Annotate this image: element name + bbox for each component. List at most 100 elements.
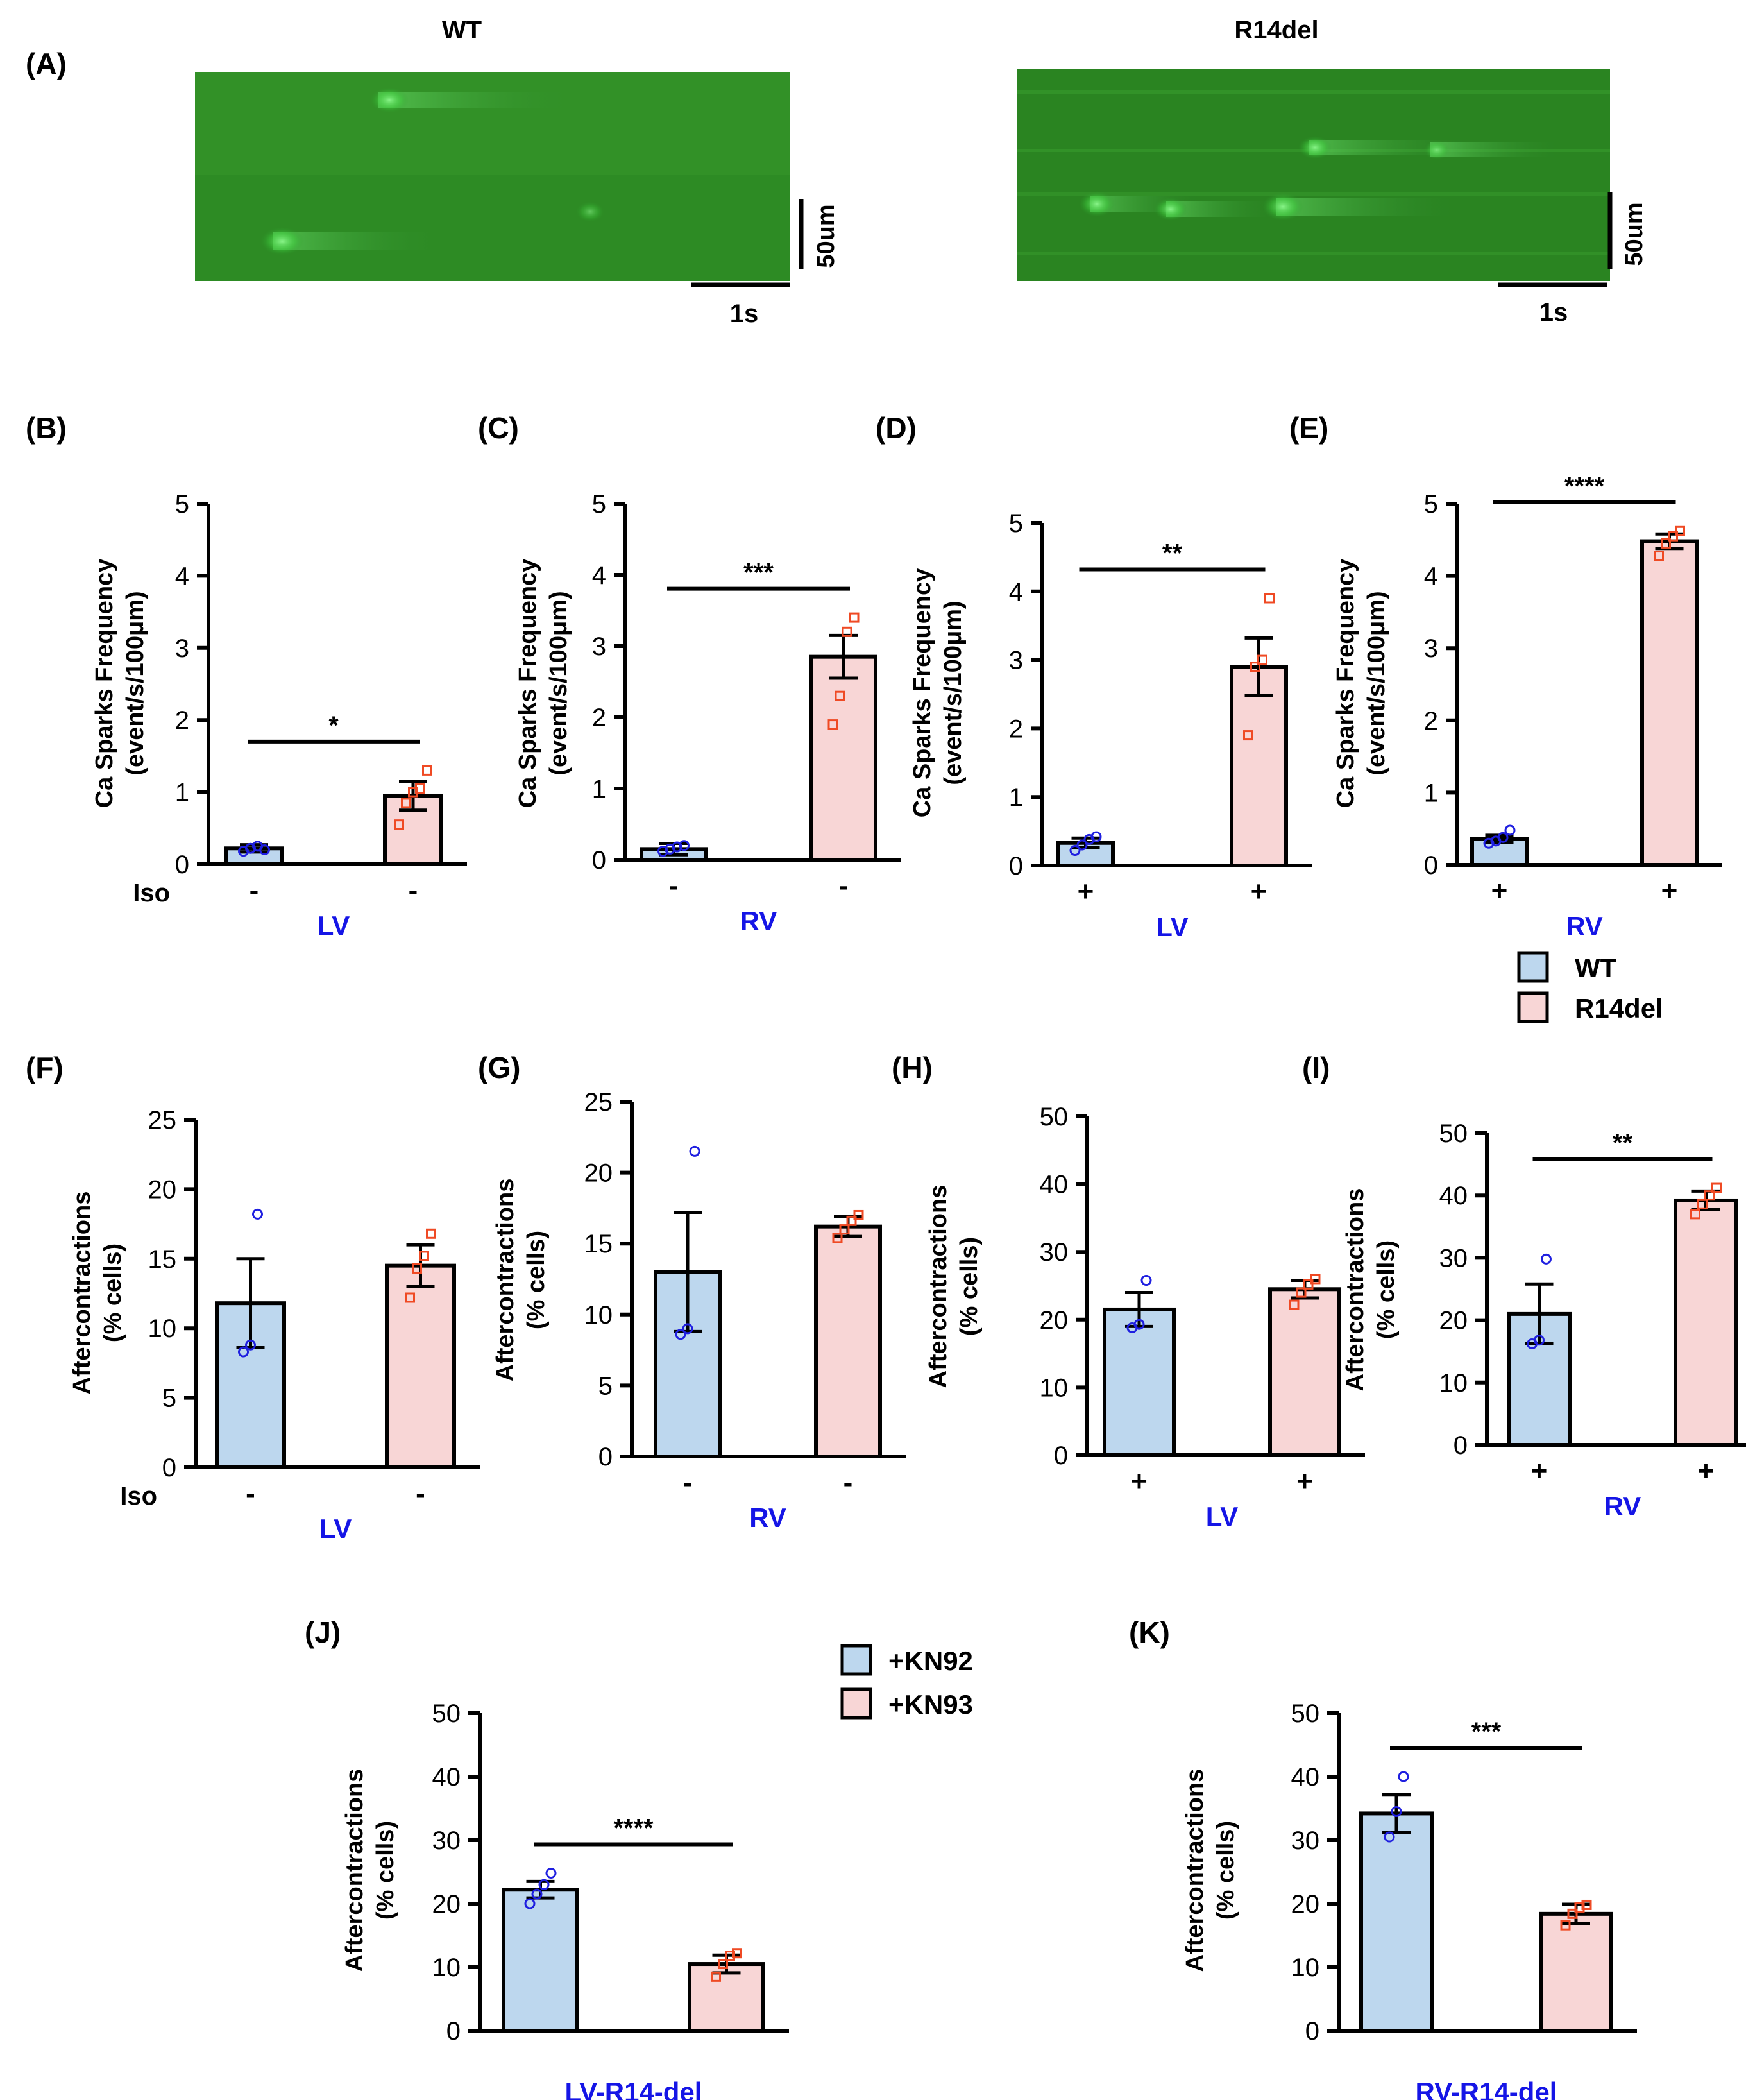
y-tick-label: 0: [175, 851, 189, 879]
data-point: [1654, 551, 1664, 561]
y-axis-label-line: Ca Sparks Frequency: [91, 559, 118, 808]
space-scale-label: 50um: [813, 204, 840, 268]
data-point: [1675, 525, 1685, 536]
y-axis-label-line: Ca Sparks Frequency: [909, 568, 936, 818]
data-point: [665, 843, 675, 855]
y-tick-label: 30: [1439, 1244, 1468, 1272]
calcium-spark: [1424, 141, 1450, 160]
x-category-label: +: [1296, 1465, 1313, 1497]
x-category-label: -: [669, 870, 679, 901]
data-point: [401, 798, 411, 808]
x-category-label: -: [683, 1467, 693, 1498]
data-point: [1560, 1920, 1571, 1931]
y-tick-label: 1: [1009, 783, 1023, 812]
y-axis-label-line: (% cells): [523, 1231, 550, 1329]
significance-marker: ***: [1390, 1718, 1582, 1750]
data-point: [711, 1971, 721, 1982]
data-point: [1243, 730, 1253, 741]
data-point: [412, 1263, 422, 1274]
bar-kn92: [502, 1888, 579, 2033]
data-point: [672, 841, 682, 853]
data-point: [842, 626, 852, 637]
significance-marker: **: [1079, 539, 1266, 572]
chart-f: (F) Aftercontractions (% cells) 0 5 10 15 20 25 -…: [26, 1051, 480, 1544]
y-axis-label-line: Aftercontractions: [1182, 1769, 1208, 1972]
y-axis-label: Ca Sparks Frequency (event/s/100μm): [1332, 559, 1390, 808]
bar-wt: [1103, 1307, 1176, 1457]
y-axis-label-line: (% cells): [956, 1237, 983, 1336]
data-point: [422, 765, 432, 776]
data-point: [853, 1209, 864, 1220]
y-tick-label: 0: [598, 1443, 613, 1471]
data-point: [1483, 837, 1495, 849]
y-tick-label: 10: [148, 1315, 177, 1343]
data-point: [832, 1233, 843, 1243]
legend-swatch-wt: [1517, 951, 1549, 983]
y-tick-label: 40: [1040, 1171, 1069, 1199]
y-axis-label-line: Aftercontractions: [69, 1191, 96, 1395]
bar-r14del: [385, 1263, 456, 1469]
legend-drug: +KN92 +KN93: [840, 1644, 973, 1720]
y-tick-label: 50: [1040, 1103, 1069, 1131]
image-title-wt: WT: [442, 16, 482, 44]
panel-label-e: (E): [1289, 411, 1328, 445]
significance-label: **: [1613, 1129, 1633, 1157]
bar-r14del: [814, 1224, 882, 1458]
y-axis-label: Ca Sparks Frequency (event/s/100μm): [909, 568, 967, 818]
y-axis-label: Aftercontractions (% cells): [492, 1179, 550, 1382]
data-point: [1140, 1275, 1152, 1286]
y-tick-label: 0: [162, 1454, 176, 1482]
x-category-label: -: [839, 870, 849, 901]
data-point: [1303, 1279, 1314, 1290]
y-tick-label: 30: [1040, 1238, 1069, 1267]
y-axis-label: Ca Sparks Frequency (event/s/100μm): [514, 559, 572, 808]
significance-marker: ****: [1493, 472, 1676, 504]
panel-a: (A) WT 50um 1s R14del: [26, 16, 1648, 328]
y-axis-label-line: (% cells): [99, 1243, 126, 1342]
x-category-label: +: [1251, 876, 1267, 907]
data-point: [415, 783, 425, 794]
data-point: [545, 1867, 557, 1879]
data-point: [1133, 1319, 1145, 1330]
bar-r14del: [1268, 1287, 1341, 1458]
data-point: [1534, 1335, 1545, 1346]
group-label: RV: [1566, 911, 1603, 941]
data-point: [1697, 1199, 1708, 1209]
data-point: [1497, 832, 1509, 843]
x-category-label: -: [843, 1467, 853, 1498]
data-point: [839, 1224, 850, 1235]
data-point: [679, 840, 690, 851]
data-point: [245, 842, 256, 854]
bar-kn92: [1359, 1811, 1434, 2033]
y-tick-label: 25: [584, 1088, 613, 1116]
calcium-spark: [370, 87, 409, 113]
chart-j: (J) Aftercontractions (% cells) 0 10 20 30 40 50…: [305, 1616, 789, 2100]
bar-kn93: [1539, 1911, 1613, 2033]
y-axis-label: Ca Sparks Frequency (event/s/100μm): [91, 559, 149, 808]
data-point: [849, 612, 860, 623]
chart-h: (H) Aftercontractions (% cells) 0 10 20 30 40 50…: [892, 1051, 1365, 1532]
legend-swatch-kn92: [840, 1644, 872, 1676]
image-title-r14del: R14del: [1234, 16, 1318, 44]
bar-charts: (B)Ca Sparks Frequency (event/s/100μm)012…: [26, 411, 1746, 2100]
data-point: [252, 1208, 263, 1220]
panel-label-h: (H): [892, 1051, 933, 1084]
time-scale-label: 1s: [730, 300, 759, 328]
y-tick-label: 10: [1040, 1374, 1069, 1402]
y-tick-label: 3: [175, 635, 189, 663]
x-category-label: -: [416, 1478, 425, 1509]
y-tick-label: 2: [592, 704, 606, 732]
legend-swatch-kn93: [840, 1687, 872, 1720]
panel-label-a: (A): [26, 47, 67, 80]
y-axis-label-line: (event/s/100μm): [940, 601, 967, 785]
y-tick-label: 0: [446, 2017, 461, 2045]
panel-label-g: (G): [478, 1051, 520, 1084]
calcium-spark: [1154, 198, 1187, 221]
group-label: LV: [319, 1514, 352, 1544]
panel-label-c: (C): [478, 411, 519, 445]
bar-r14del: [809, 654, 877, 862]
data-point: [405, 1292, 415, 1303]
calcium-spark: [1262, 192, 1303, 221]
y-tick-label: 0: [1009, 852, 1023, 880]
significance-marker: *: [248, 712, 420, 744]
